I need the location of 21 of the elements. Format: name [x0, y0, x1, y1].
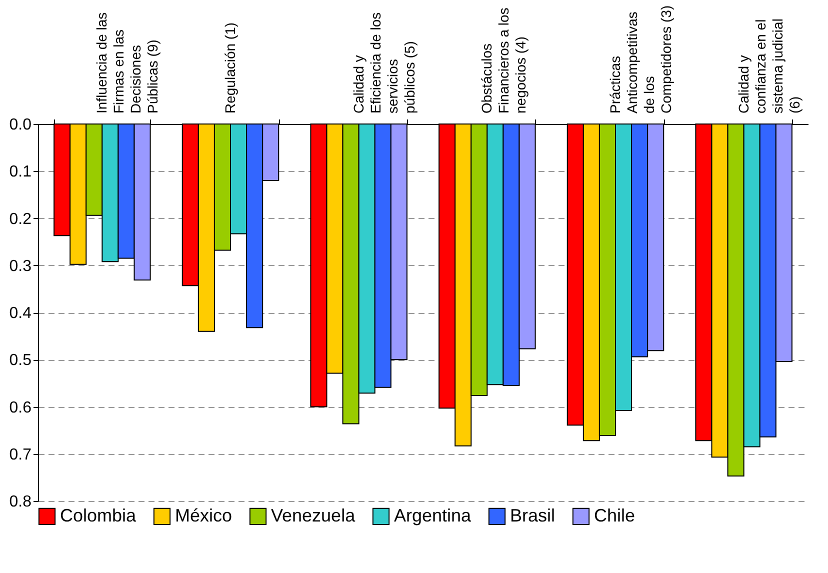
y-tick-label: 0.8 — [9, 494, 32, 510]
x-tick-label: Calidad y confianza en el sistema judicial (6) — [735, 18, 802, 114]
x-tick-label: Regulación (1) — [222, 22, 238, 114]
y-tick-label: 0.3 — [9, 258, 32, 275]
legend-label: Venezuela — [271, 505, 356, 526]
y-tick-label: 0.6 — [9, 399, 32, 416]
legend-label: Argentina — [394, 505, 472, 526]
y-tick-label: 0.0 — [9, 116, 32, 134]
legend-label: México — [175, 505, 232, 526]
legend-label: Colombia — [60, 505, 138, 526]
legend-label: Chile — [594, 505, 636, 526]
x-tick-label: Influencia de las Firmas en las Decisiones Públicas (9) — [94, 12, 161, 114]
y-tick-label: 0.4 — [9, 305, 32, 322]
y-tick-label: 0.1 — [9, 164, 32, 181]
x-tick-label: Prácticas Anticompetitivas de los Competidores (3) — [607, 5, 674, 114]
x-tick-label: Obstáculos Financieros a los negocios (4) — [478, 8, 529, 114]
y-tick-label: 0.2 — [9, 210, 32, 228]
legend-label: Brasil — [510, 505, 556, 526]
y-tick-label: 0.5 — [9, 352, 32, 370]
x-tick-label: Calidad y Eficiencia de los servicios públicos (5) — [350, 12, 418, 114]
y-tick-label: 0.7 — [9, 446, 32, 464]
